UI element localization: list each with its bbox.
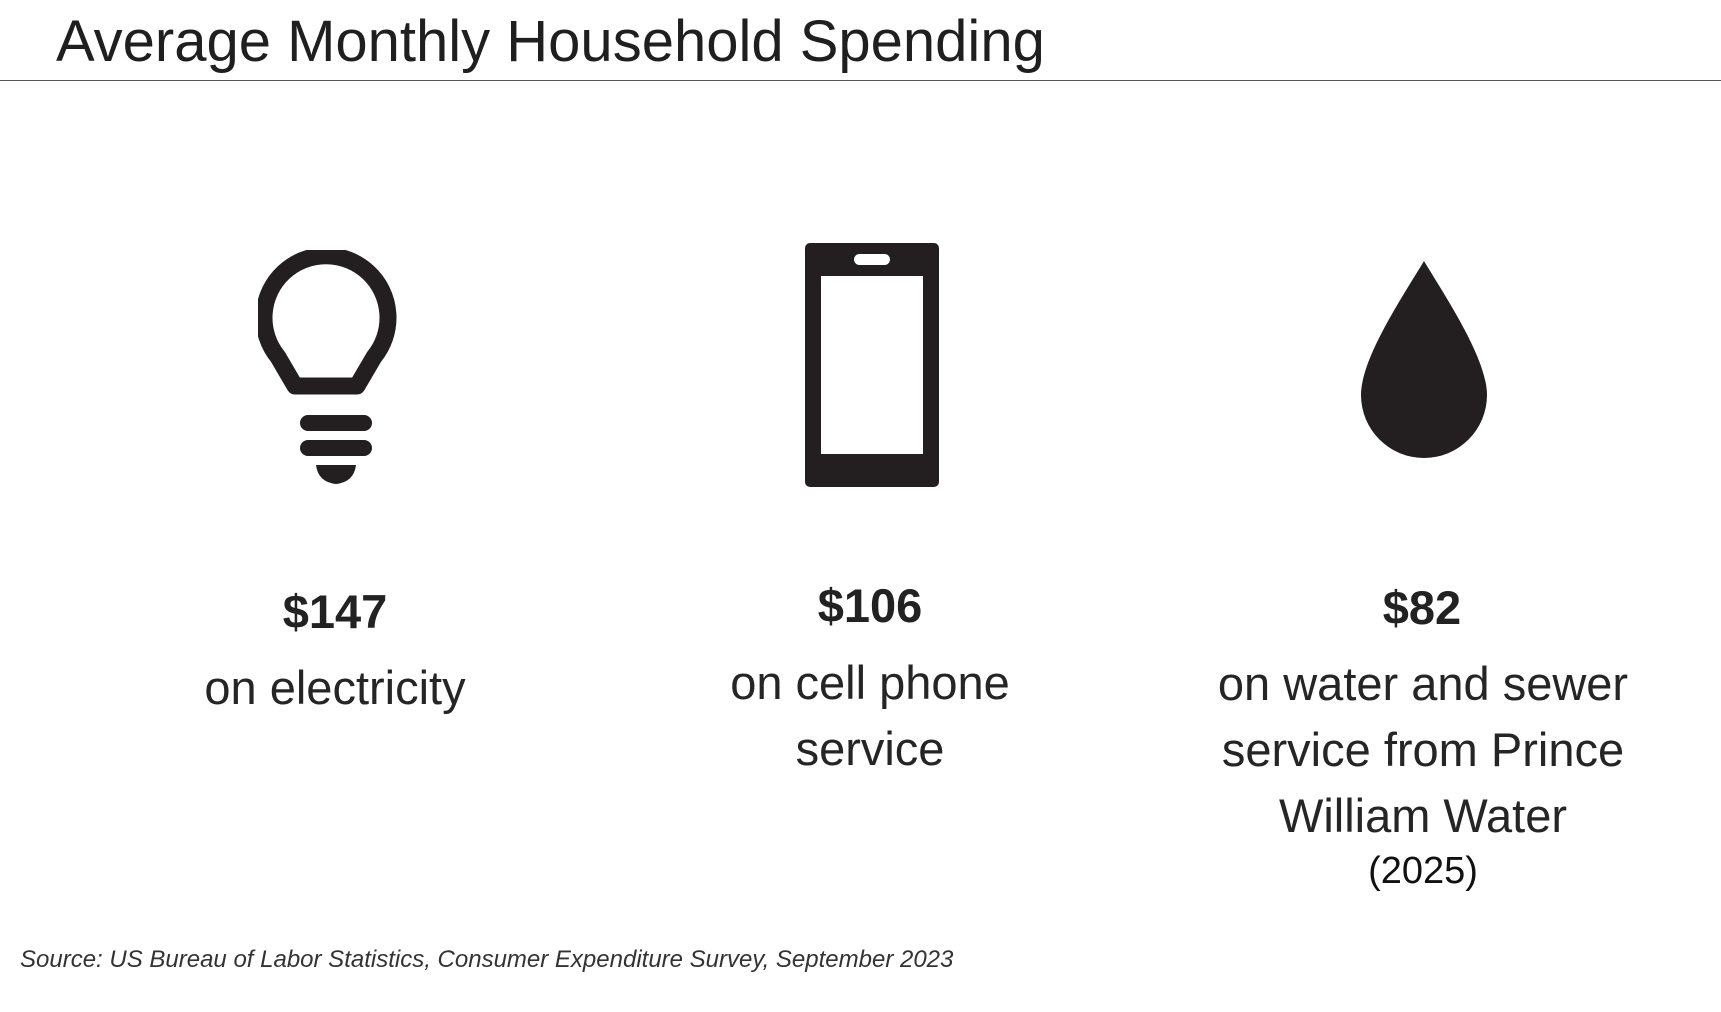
water-description: on water and sewer service from Prince W… [1217,657,1629,842]
electricity-description: on electricity [204,661,466,714]
lightbulb-icon [258,250,397,484]
cell-phone-description: on cell phone service [730,656,1010,775]
water-year-note: (2025) [1368,850,1478,892]
title-divider [0,80,1721,81]
water-drop-icon [1361,261,1487,458]
water-amount: $82 [1382,581,1462,634]
cell-phone-icon [805,243,939,487]
source-citation: Source: US Bureau of Labor Statistics, C… [20,946,954,973]
electricity-amount: $147 [282,585,388,638]
page-title: Average Monthly Household Spending [56,9,1045,74]
cell-phone-amount: $106 [817,579,923,632]
